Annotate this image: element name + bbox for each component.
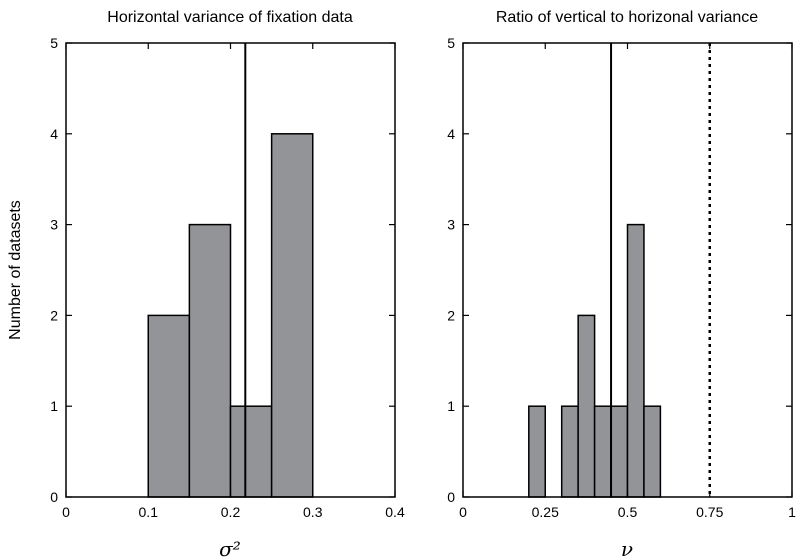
chart-title: Ratio of vertical to horizonal variance bbox=[496, 9, 758, 26]
histogram-bar bbox=[188, 223, 232, 498]
x-tick-label: 0.2 bbox=[221, 504, 241, 520]
y-tick-label: 3 bbox=[447, 217, 455, 233]
histogram-bar bbox=[560, 405, 579, 498]
x-tick-label: 0.1 bbox=[139, 504, 159, 520]
x-tick-label: 0 bbox=[459, 504, 467, 520]
histogram-bar bbox=[147, 314, 191, 498]
chart-title: Horizontal variance of fixation data bbox=[107, 9, 353, 26]
histogram-bar bbox=[270, 133, 314, 498]
histogram-bar bbox=[626, 223, 645, 498]
chart-panel-horizontal-variance: Horizontal variance of fixation data σ² … bbox=[50, 9, 405, 560]
histogram-bar bbox=[229, 405, 273, 498]
y-axis-label: Number of datasets bbox=[7, 200, 24, 340]
x-tick-label: 1 bbox=[788, 504, 796, 520]
y-tick-label: 5 bbox=[447, 35, 455, 51]
histogram-bar bbox=[643, 405, 662, 498]
x-tick-label: 0.3 bbox=[303, 504, 323, 520]
y-tick-label: 0 bbox=[447, 489, 455, 505]
histogram-bar bbox=[528, 405, 546, 498]
y-tick-label: 0 bbox=[50, 489, 58, 505]
x-tick-label: 0.4 bbox=[385, 504, 405, 520]
x-tick-label: 0.5 bbox=[618, 504, 638, 520]
y-tick-label: 2 bbox=[50, 307, 58, 323]
histogram-bar bbox=[577, 314, 596, 498]
x-axis-label: σ² bbox=[219, 537, 241, 560]
histogram-bar bbox=[593, 405, 612, 498]
y-tick-label: 1 bbox=[447, 398, 455, 414]
y-tick-label: 4 bbox=[50, 126, 58, 142]
x-tick-label: 0.25 bbox=[532, 504, 559, 520]
y-tick-label: 4 bbox=[447, 126, 455, 142]
x-axis-label: ν bbox=[621, 537, 633, 560]
x-tick-label: 0 bbox=[62, 504, 70, 520]
chart-panel-variance-ratio: Ratio of vertical to horizonal variance … bbox=[447, 9, 796, 560]
y-tick-label: 2 bbox=[447, 307, 455, 323]
histogram-bar bbox=[610, 405, 629, 498]
y-tick-label: 3 bbox=[50, 217, 58, 233]
y-tick-label: 5 bbox=[50, 35, 58, 51]
y-tick-label: 1 bbox=[50, 398, 58, 414]
x-tick-label: 0.75 bbox=[696, 504, 723, 520]
